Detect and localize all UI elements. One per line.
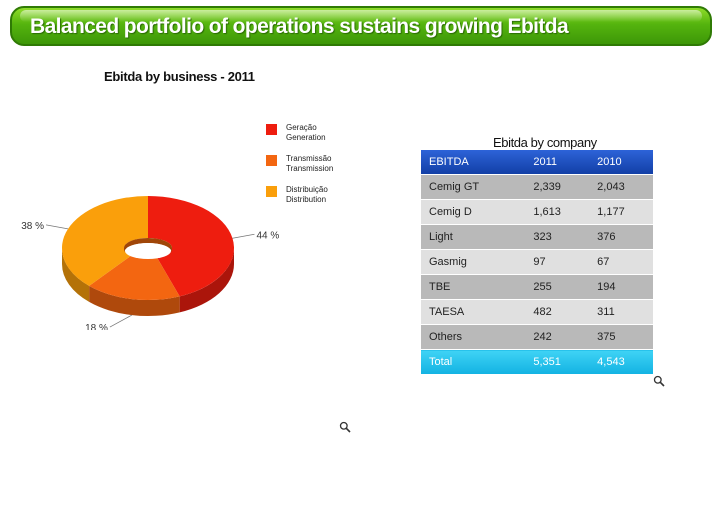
- table-cell: Light: [421, 224, 526, 250]
- legend-label-pt: Geração: [286, 123, 317, 132]
- table-cell: TBE: [421, 274, 526, 300]
- page-title: Balanced portfolio of operations sustain…: [30, 15, 569, 38]
- table-row: TAESA 482 311: [421, 299, 653, 325]
- column-header: EBITDA: [421, 150, 526, 175]
- table-cell: Total: [421, 349, 526, 374]
- slice-label-2: 38 %: [21, 221, 44, 232]
- table-cell: 375: [589, 324, 653, 350]
- legend-label-en: Distribution: [286, 195, 327, 204]
- table-cell: 97: [525, 249, 590, 275]
- donut-chart: 44 % 18 % 38 %: [21, 196, 279, 330]
- table-row: Others 242 375: [421, 324, 653, 350]
- table-cell: 255: [525, 274, 590, 300]
- table-total-row: Total 5,351 4,543: [421, 349, 653, 374]
- slice-side-0: [179, 248, 234, 313]
- table-cell: 311: [589, 299, 653, 325]
- legend-swatch-distribution: [266, 186, 277, 197]
- table-row: Cemig GT 2,339 2,043: [421, 174, 653, 200]
- slice-1: [89, 255, 180, 300]
- legend-swatch-transmission: [266, 155, 277, 166]
- table-cell: Others: [421, 324, 526, 350]
- table-cell: Gasmig: [421, 249, 526, 275]
- slice-label-1: 18 %: [85, 323, 108, 330]
- legend-label-pt: Transmissão: [286, 154, 332, 163]
- slice-label-0: 44 %: [256, 230, 279, 241]
- table-row: Gasmig 97 67: [421, 249, 653, 275]
- legend-label-en: Generation: [286, 133, 326, 142]
- legend-swatch-generation: [266, 124, 277, 135]
- table-cell: 1,613: [525, 199, 590, 225]
- slice-side-2: [62, 248, 90, 302]
- table-cell: 323: [525, 224, 590, 250]
- donut-hole-wall: [124, 238, 172, 253]
- table-cell: 4,543: [589, 349, 653, 374]
- table-cell: Cemig D: [421, 199, 526, 225]
- legend-label-distribution: Distribuição Distribution: [286, 185, 328, 205]
- table-cell: Cemig GT: [421, 174, 526, 200]
- column-header: 2010: [589, 150, 653, 175]
- legend-label-generation: Geração Generation: [286, 123, 326, 143]
- legend-label-en: Transmission: [286, 164, 334, 173]
- title-bar-shine: [20, 10, 702, 22]
- legend-label-transmission: Transmissão Transmission: [286, 154, 333, 174]
- leader-line-2: [45, 224, 69, 230]
- table-row: Light 323 376: [421, 224, 653, 250]
- table-cell: TAESA: [421, 299, 526, 325]
- table-cell: 194: [589, 274, 653, 300]
- leader-line-0: [232, 233, 255, 239]
- legend-label-pt: Distribuição: [286, 185, 328, 194]
- magnifier-icon[interactable]: [653, 375, 665, 387]
- table-cell: 376: [589, 224, 653, 250]
- chart-title: Ebitda by business - 2011: [104, 69, 255, 84]
- donut-hole: [125, 243, 171, 259]
- table-row: TBE 255 194: [421, 274, 653, 300]
- slice-0: [148, 196, 235, 297]
- slice-2: [61, 196, 148, 286]
- title-bar: Balanced portfolio of operations sustain…: [10, 6, 712, 46]
- table-cell: 242: [525, 324, 590, 350]
- table-cell: 2,043: [589, 174, 653, 200]
- table-cell: 2,339: [525, 174, 590, 200]
- table-cell: 1,177: [589, 199, 653, 225]
- table-title: Ebitda by company: [493, 135, 597, 150]
- table-cell: 67: [589, 249, 653, 275]
- ebitda-table: EBITDA 2011 2010 Cemig GT 2,339 2,043 Ce…: [421, 150, 653, 374]
- column-header: 2011: [525, 150, 590, 175]
- slice-side-1: [89, 285, 180, 316]
- table-cell: 482: [525, 299, 590, 325]
- table-row: Cemig D 1,613 1,177: [421, 199, 653, 225]
- leader-line-1: [109, 314, 133, 328]
- magnifier-icon[interactable]: [339, 421, 351, 433]
- table-cell: 5,351: [525, 349, 590, 374]
- table-header-row: EBITDA 2011 2010: [421, 150, 653, 175]
